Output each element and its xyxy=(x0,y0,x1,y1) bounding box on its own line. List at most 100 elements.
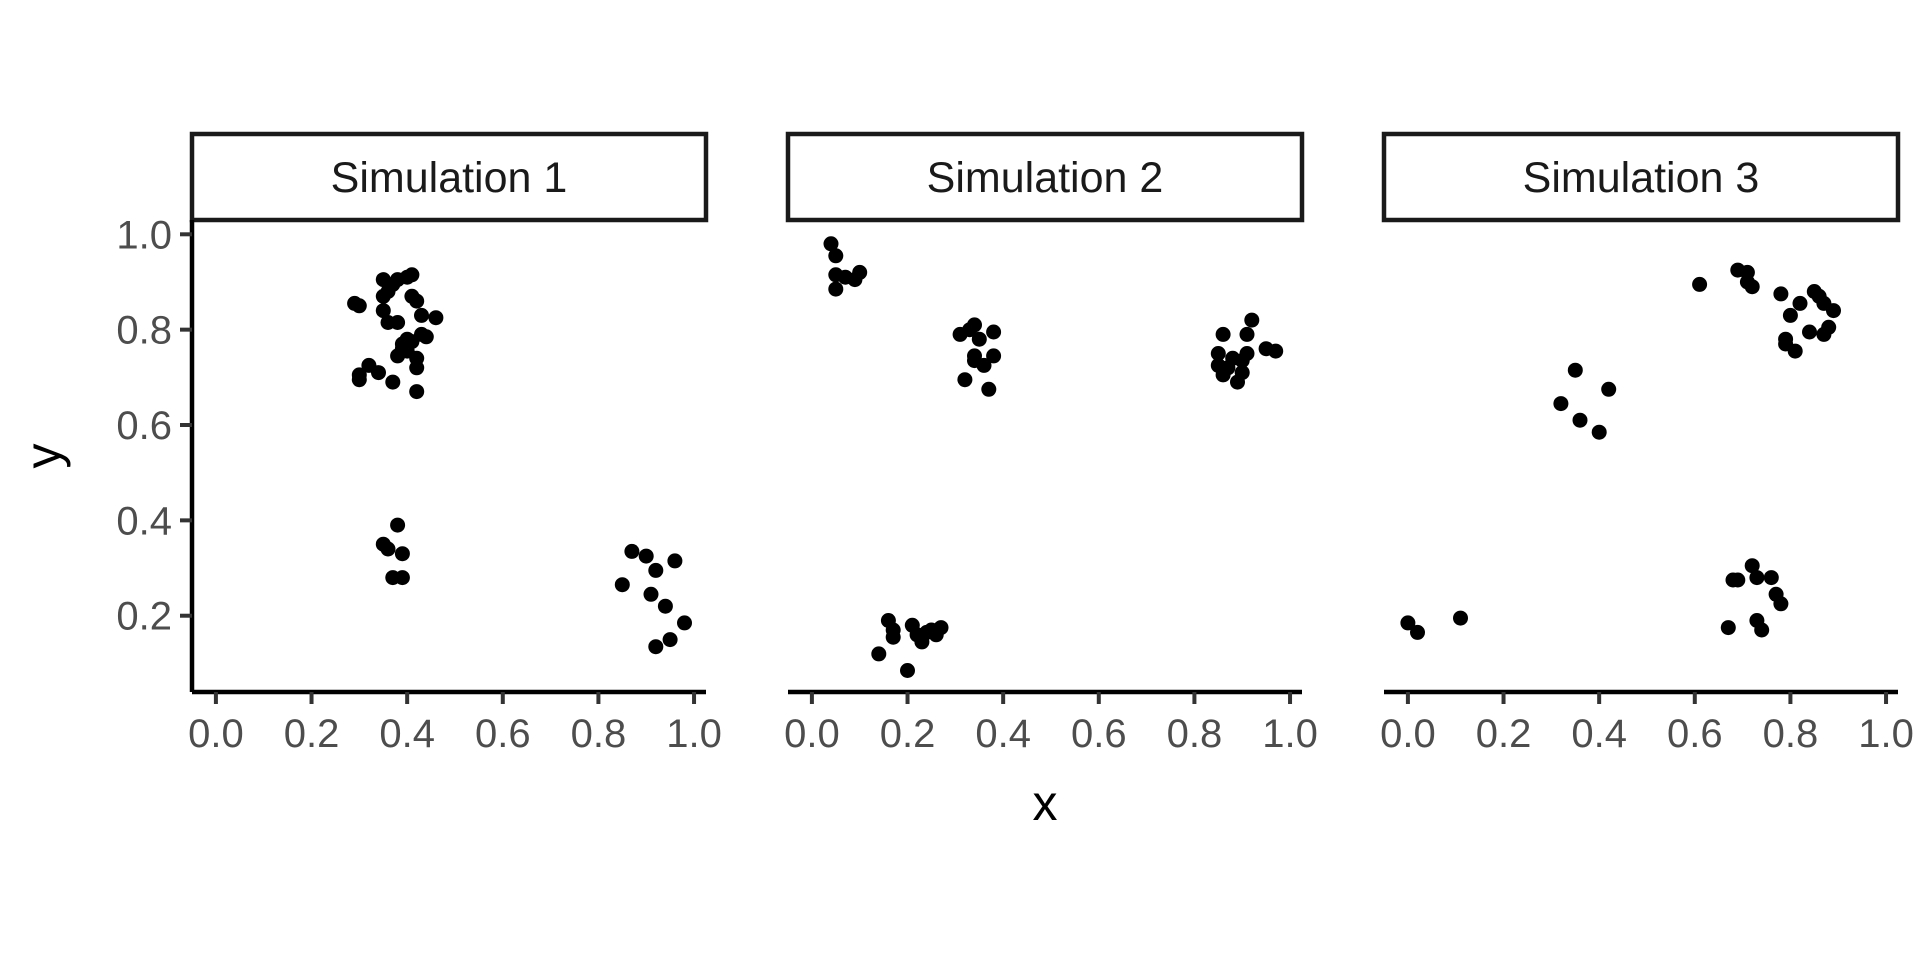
data-point xyxy=(986,348,1002,364)
data-point xyxy=(1773,596,1789,612)
data-point xyxy=(1754,622,1770,638)
data-point xyxy=(828,281,844,297)
data-point xyxy=(957,372,973,388)
data-point xyxy=(638,548,654,564)
x-axis-title: x xyxy=(1033,775,1058,831)
y-tick-label: 0.8 xyxy=(116,309,172,353)
data-point xyxy=(900,663,915,678)
data-point xyxy=(828,248,844,264)
data-point xyxy=(823,236,839,252)
facet-panels: Simulation 10.0 0.2 0.4 0.6 0.8 1.0Simulation… xyxy=(188,131,1914,756)
data-point xyxy=(933,620,949,636)
data-point xyxy=(1763,570,1779,586)
data-point xyxy=(885,629,901,645)
data-point xyxy=(1215,326,1231,342)
data-point xyxy=(385,374,401,390)
data-point xyxy=(1239,346,1255,361)
facet-strip-title: Simulation 2 xyxy=(927,154,1164,202)
data-point xyxy=(1826,303,1841,319)
data-point xyxy=(677,615,692,631)
data-point xyxy=(390,315,406,330)
facet-strip-box xyxy=(189,131,709,223)
x-tick-label: 0.0 xyxy=(188,712,244,756)
data-point xyxy=(986,324,1002,340)
data-point xyxy=(418,329,434,345)
data-point xyxy=(1591,424,1607,440)
facet-strip-title: Simulation 3 xyxy=(1523,154,1760,202)
data-point xyxy=(409,293,425,309)
data-point xyxy=(971,331,987,347)
data-point xyxy=(1210,346,1226,361)
data-point xyxy=(394,546,410,562)
x-tick-label: 0.8 xyxy=(571,712,627,756)
data-point xyxy=(1268,343,1284,359)
facet-panel-1: Simulation 1 0.0 0.2 0.4 0.6 0.8 1.0 xyxy=(188,131,722,756)
data-point xyxy=(614,577,630,593)
data-point xyxy=(667,553,683,569)
data-point xyxy=(414,307,429,323)
x-tick-label: 0.8 xyxy=(1167,712,1223,756)
data-point xyxy=(1601,381,1617,397)
data-point xyxy=(1792,295,1808,311)
x-tick-label: 0.8 xyxy=(1763,712,1819,756)
data-point xyxy=(643,586,659,602)
data-point xyxy=(394,570,410,586)
x-tick-label: 0.4 xyxy=(975,712,1031,756)
x-tick-label: 0.4 xyxy=(1571,712,1627,756)
data-point xyxy=(852,264,868,280)
data-point xyxy=(657,598,673,614)
data-point xyxy=(871,646,887,662)
data-point xyxy=(409,384,425,400)
data-point xyxy=(1773,286,1789,302)
x-tick-label: 0.2 xyxy=(1476,712,1532,756)
data-point xyxy=(1572,412,1588,428)
data-point xyxy=(648,639,664,655)
data-point xyxy=(1787,343,1803,359)
x-tick-label: 0.6 xyxy=(1667,712,1723,756)
data-point xyxy=(380,541,396,557)
facet-panel-2: Simulation 2 0.0 0.2 0.4 0.6 0.8 1.0 xyxy=(784,131,1318,756)
facet-strip-title: Simulation 1 xyxy=(331,154,568,202)
data-point xyxy=(1749,570,1765,586)
data-point xyxy=(1720,620,1736,636)
data-point xyxy=(351,298,367,314)
y-axis-title: y xyxy=(15,444,71,469)
x-tick-label: 1.0 xyxy=(666,712,722,756)
data-point xyxy=(404,267,420,283)
y-tick-label: 0.2 xyxy=(116,595,172,639)
x-tick-label: 1.0 xyxy=(1858,712,1914,756)
data-point xyxy=(1744,558,1760,574)
data-point xyxy=(1400,615,1416,631)
data-point xyxy=(1730,572,1746,588)
y-tick-label: 0.4 xyxy=(116,499,172,543)
data-point xyxy=(375,303,391,319)
data-point xyxy=(1553,396,1569,412)
x-tick-label: 0.6 xyxy=(1071,712,1127,756)
data-point xyxy=(390,517,406,533)
data-point xyxy=(1692,276,1708,292)
x-tick-label: 0.2 xyxy=(284,712,340,756)
data-point xyxy=(1821,319,1837,335)
data-point xyxy=(1744,279,1760,295)
x-tick-label: 0.0 xyxy=(784,712,840,756)
data-point xyxy=(648,562,664,578)
data-point xyxy=(428,310,444,326)
data-point xyxy=(981,381,997,397)
data-point xyxy=(1782,307,1798,323)
data-point xyxy=(1239,326,1255,342)
x-tick-label: 0.4 xyxy=(379,712,435,756)
facet-strip-box xyxy=(785,131,1305,223)
data-point xyxy=(409,360,425,376)
data-point xyxy=(1567,362,1583,378)
x-tick-label: 0.0 xyxy=(1380,712,1436,756)
data-point xyxy=(1234,365,1250,381)
y-tick-label: 1.0 xyxy=(116,213,172,257)
data-point xyxy=(351,372,367,388)
data-point xyxy=(1244,312,1260,328)
x-tick-label: 0.2 xyxy=(880,712,936,756)
data-point xyxy=(976,357,992,373)
facet-panel-3: Simulation 3 0.0 0.2 0.4 0.6 0.8 1.0 xyxy=(1380,131,1914,756)
y-tick-label: 0.6 xyxy=(116,404,172,448)
data-point xyxy=(624,543,640,559)
data-point xyxy=(371,365,386,381)
